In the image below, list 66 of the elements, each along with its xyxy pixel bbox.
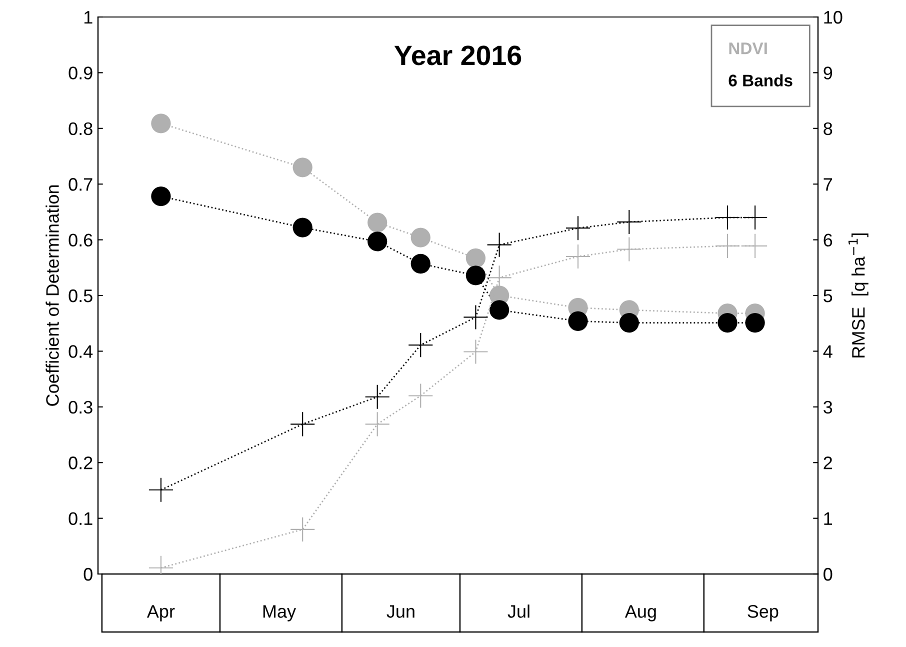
x-tick-label: Aug — [624, 605, 656, 622]
y2-tick-label: 6 — [824, 234, 832, 247]
point — [410, 254, 430, 274]
x-tick-label: Apr — [146, 605, 175, 622]
point — [365, 412, 390, 436]
y2-tick-label: 3 — [824, 400, 832, 414]
y2-tick-label: 7 — [824, 178, 832, 191]
y-tick-label: 0.3 — [68, 400, 92, 414]
y2-tick-label: 0 — [824, 568, 832, 581]
y-axis-title: Coefficient of Determination — [46, 185, 59, 406]
y-tick-label: 0.7 — [68, 178, 92, 191]
point — [464, 340, 488, 364]
y-tick-label: 0 — [84, 568, 92, 581]
x-tick-label: Sep — [748, 605, 778, 622]
point — [151, 114, 171, 134]
point — [410, 228, 430, 248]
point — [368, 232, 388, 252]
x-tick-label: May — [263, 605, 296, 622]
x-tick-label: Jul — [508, 604, 530, 618]
point — [292, 158, 312, 178]
point — [368, 212, 388, 232]
point — [466, 266, 486, 286]
y2-tick-label: 1 — [824, 512, 832, 525]
y2-axis-title: RMSE [q ha$^{−1}$] — [848, 233, 868, 358]
point — [489, 300, 510, 320]
point — [408, 333, 433, 358]
point — [365, 384, 390, 409]
point — [408, 384, 433, 408]
y-tick-label: 0.2 — [68, 456, 92, 470]
x-tick-label: Jun — [386, 605, 414, 618]
y-tick-label: 1 — [84, 11, 92, 24]
y-tick-label: 0.6 — [68, 234, 92, 247]
y-tick-label: 0.9 — [68, 66, 92, 80]
point — [151, 186, 171, 206]
point — [464, 305, 488, 330]
y2-tick-label: 8 — [824, 122, 832, 136]
text: Year 2016 — [394, 46, 522, 66]
point — [617, 237, 642, 262]
text: NDVI — [729, 42, 767, 54]
point — [715, 234, 740, 258]
point — [466, 248, 486, 268]
point — [290, 517, 315, 542]
y2-tick-label: 9 — [824, 66, 832, 80]
point — [743, 234, 768, 258]
y-tick-label: 0.1 — [68, 512, 92, 526]
y-tick-label: 0.8 — [68, 122, 92, 136]
point — [715, 205, 740, 230]
point — [568, 311, 588, 331]
y2-tick-label: 5 — [824, 290, 832, 302]
point — [566, 244, 590, 269]
point — [718, 312, 738, 333]
text: 6 Bands — [728, 74, 792, 86]
y2-tick-label: 2 — [824, 456, 832, 470]
point — [148, 478, 173, 502]
point — [745, 312, 765, 333]
point — [292, 218, 312, 238]
y2-tick-label: 4 — [823, 345, 832, 358]
point — [743, 205, 768, 230]
point — [487, 232, 512, 257]
y-tick-label: 0.4 — [68, 345, 93, 358]
point — [566, 216, 590, 240]
y2-tick-label: 10 — [824, 10, 842, 24]
point — [617, 210, 642, 234]
point — [290, 412, 315, 436]
y-tick-label: 0.5 — [68, 289, 92, 302]
point — [619, 312, 639, 333]
